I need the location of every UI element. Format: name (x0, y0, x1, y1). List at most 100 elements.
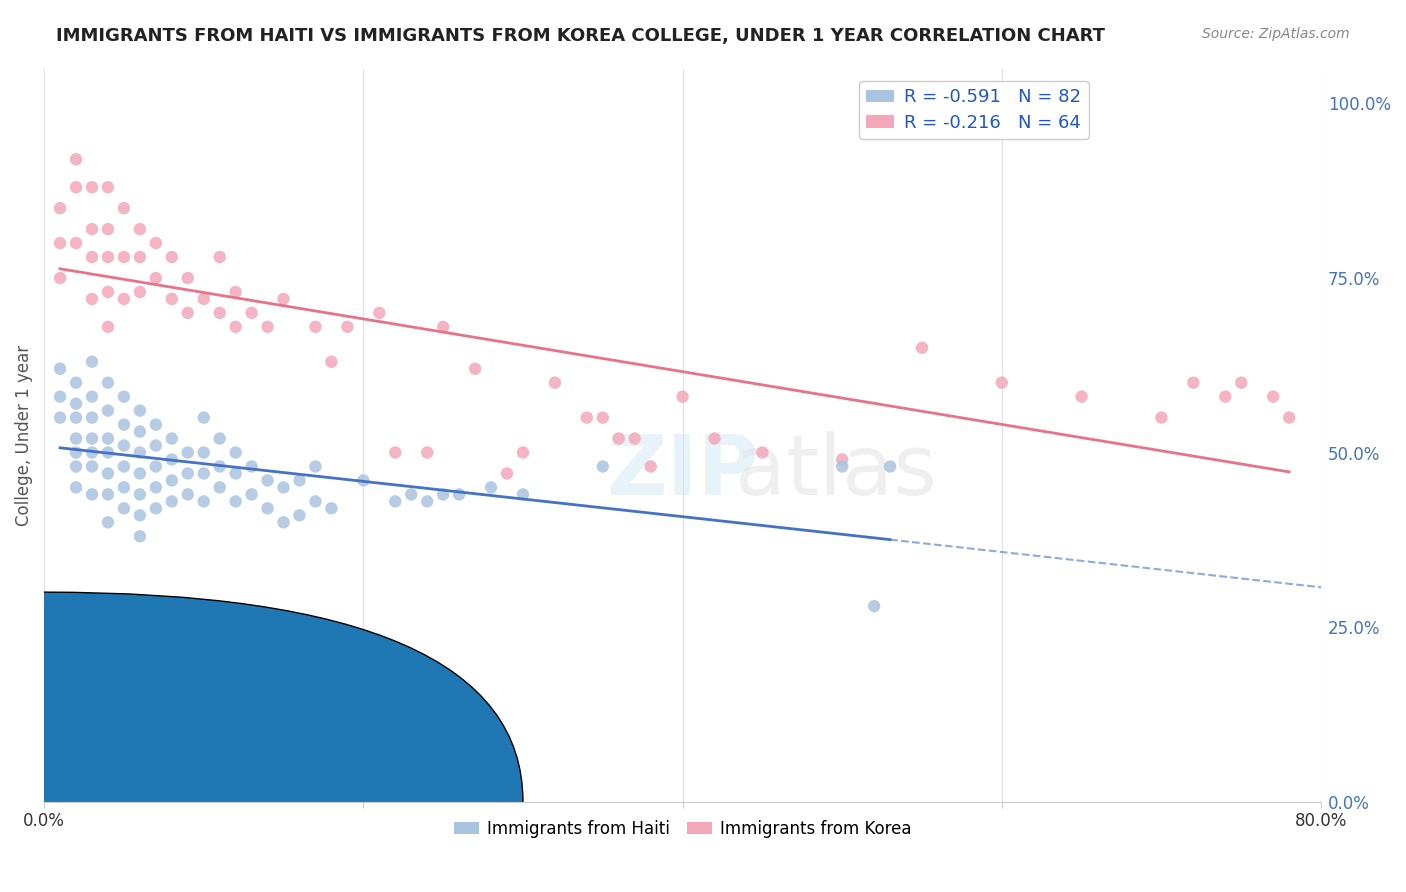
Point (544, 376, 567, 390)
Point (225, 285, 247, 299)
Point (128, 467, 150, 481)
Point (112, 417, 135, 432)
Point (208, 480, 231, 494)
Point (160, 452, 183, 467)
Point (112, 480, 135, 494)
Point (112, 201, 135, 215)
Point (464, 361, 486, 376)
Point (97, 222, 120, 236)
Legend: Immigrants from Haiti, Immigrants from Korea: Immigrants from Haiti, Immigrants from K… (447, 814, 918, 845)
Point (304, 459, 326, 474)
Point (479, 480, 502, 494)
Point (145, 480, 167, 494)
Point (160, 494, 183, 508)
Point (751, 445, 773, 459)
Point (623, 432, 645, 446)
Point (432, 319, 454, 334)
Point (384, 494, 406, 508)
Point (193, 292, 215, 306)
Point (128, 508, 150, 523)
Point (273, 292, 295, 306)
Point (225, 467, 247, 481)
Point (288, 474, 311, 488)
Point (496, 467, 519, 481)
Point (1278, 410, 1301, 425)
Point (128, 250, 150, 264)
Point (65, 180, 87, 194)
Point (112, 501, 135, 516)
Point (49, 390, 72, 404)
Point (128, 403, 150, 417)
Point (80, 459, 103, 474)
Point (112, 438, 135, 452)
Point (128, 285, 150, 299)
Point (256, 501, 278, 516)
Point (65, 410, 87, 425)
Point (112, 390, 135, 404)
Point (177, 467, 200, 481)
Point (80, 292, 103, 306)
Point (128, 222, 150, 236)
Point (273, 516, 295, 530)
Point (1213, 390, 1236, 404)
Point (97, 467, 120, 481)
Point (208, 459, 231, 474)
Point (352, 474, 374, 488)
Text: Source: ZipAtlas.com: Source: ZipAtlas.com (1202, 27, 1350, 41)
Point (128, 487, 150, 501)
Point (1150, 410, 1173, 425)
Point (592, 410, 614, 425)
Point (384, 445, 406, 459)
Point (177, 445, 200, 459)
Point (128, 445, 150, 459)
Point (160, 432, 183, 446)
Point (177, 306, 200, 320)
Point (145, 417, 167, 432)
Point (177, 271, 200, 285)
Point (304, 319, 326, 334)
Point (240, 487, 263, 501)
Point (145, 271, 167, 285)
Point (592, 459, 614, 474)
Point (80, 250, 103, 264)
Point (97, 180, 120, 194)
Point (80, 355, 103, 369)
Point (879, 459, 901, 474)
Point (1070, 390, 1092, 404)
Point (160, 474, 183, 488)
Point (240, 306, 263, 320)
Point (321, 355, 343, 369)
Point (193, 410, 215, 425)
Point (193, 445, 215, 459)
Point (225, 494, 247, 508)
Point (80, 487, 103, 501)
Point (65, 459, 87, 474)
Point (208, 250, 231, 264)
Point (1182, 376, 1205, 390)
Point (416, 494, 439, 508)
Point (177, 487, 200, 501)
Y-axis label: College, Under 1 year: College, Under 1 year (15, 344, 32, 525)
Text: atlas: atlas (735, 431, 936, 512)
Point (65, 153, 87, 167)
Point (256, 474, 278, 488)
Point (97, 516, 120, 530)
Point (160, 292, 183, 306)
Point (831, 459, 853, 474)
Point (240, 459, 263, 474)
Text: ZIP: ZIP (606, 431, 759, 512)
Point (911, 341, 934, 355)
Point (49, 271, 72, 285)
Point (160, 250, 183, 264)
Point (193, 467, 215, 481)
Point (399, 487, 422, 501)
Point (145, 438, 167, 452)
Point (145, 501, 167, 516)
Point (80, 445, 103, 459)
Point (512, 445, 534, 459)
Point (991, 376, 1014, 390)
Point (65, 397, 87, 411)
Text: IMMIGRANTS FROM HAITI VS IMMIGRANTS FROM KOREA COLLEGE, UNDER 1 YEAR CORRELATION: IMMIGRANTS FROM HAITI VS IMMIGRANTS FROM… (56, 27, 1105, 45)
Point (208, 432, 231, 446)
Point (640, 459, 662, 474)
